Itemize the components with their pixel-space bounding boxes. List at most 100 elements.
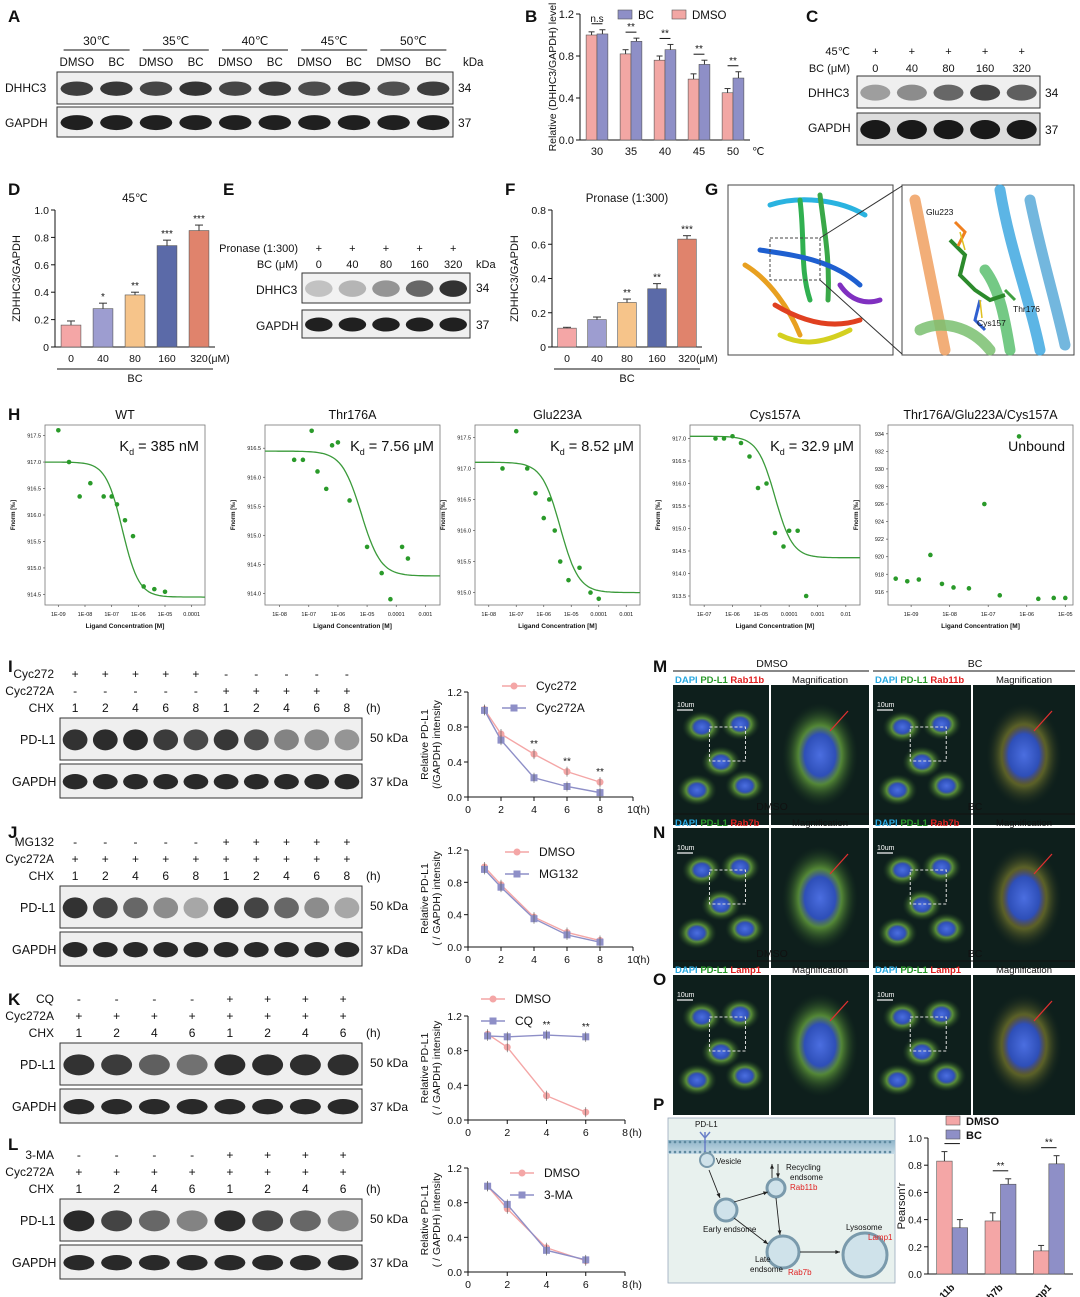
- x-tick-label: 320: [190, 353, 208, 365]
- x-tick-label: 0: [465, 1279, 471, 1291]
- annotation-arrow: [829, 710, 849, 732]
- x-tick-label: 6: [564, 954, 570, 966]
- sign-mark: -: [224, 667, 228, 681]
- blot-band: [101, 1099, 133, 1115]
- blot-band: [338, 280, 367, 297]
- sign-mark: +: [316, 243, 322, 255]
- x-axis-label: Ligand Concentration [M]: [313, 623, 392, 630]
- bar-dmso: [687, 78, 700, 141]
- x-tick-label: 0.001: [811, 612, 825, 618]
- legend-swatch-dmso: [945, 1115, 961, 1126]
- data-point: [500, 466, 505, 471]
- membrane-lipid: [863, 1150, 867, 1154]
- chart-h3: Glu223A Fnorm [‰] Ligand Concentration [M]…: [441, 408, 641, 630]
- sign-mark: +: [223, 852, 230, 866]
- blot-pd-l1: [59, 1198, 363, 1242]
- blot-band: [153, 897, 179, 919]
- sign-mark: +: [189, 1165, 196, 1179]
- x-tick-label: 4: [531, 954, 537, 966]
- x-tick-label: 1E-07: [104, 612, 119, 618]
- sign-mark: -: [103, 684, 107, 698]
- chart-h1: WT Fnorm [‰] Ligand Concentration [M] 917.5…: [11, 408, 206, 630]
- chx-time-label: 6: [313, 869, 320, 883]
- chart-q: 0.0 0.2 0.4 0.6 0.8 1.0 Pearson'r Rab11b ** Rab7b…: [896, 1115, 1073, 1297]
- panel-c: 45℃ BC (μM) + + + + +0 40 80 160 320 DHHC3 GAPDH 34 37: [808, 46, 1059, 146]
- blot-band: [1006, 84, 1037, 101]
- scale-bar-label: 10um: [877, 845, 895, 852]
- y-tick-label: 917.0: [27, 460, 41, 466]
- blot-band: [405, 280, 434, 297]
- kda-value: 37: [476, 318, 490, 332]
- cell-nucleus: [1002, 868, 1046, 928]
- significance-mark: **: [596, 767, 604, 778]
- y-tick-label: 0.0: [447, 1115, 462, 1127]
- membrane-lipid: [803, 1150, 807, 1154]
- y-tick-label: 914.5: [672, 549, 686, 555]
- x-unit-label: (h): [629, 1279, 642, 1291]
- cell-nucleus: [891, 861, 914, 879]
- chx-time-label: 4: [302, 1182, 309, 1196]
- temperature-label: 45℃: [321, 34, 348, 48]
- annotation-arrow: [1033, 1000, 1053, 1022]
- x-tick-label: 1E-06: [1019, 612, 1034, 618]
- x-tick-label: 1E-06: [725, 612, 740, 618]
- data-point: [309, 428, 314, 434]
- x-tick-label: 30: [591, 146, 603, 158]
- hour-unit: (h): [366, 701, 381, 715]
- kda-value: 34: [1045, 86, 1059, 100]
- y-tick-label: 915.0: [247, 533, 261, 539]
- y-tick-label: 916.5: [672, 459, 686, 465]
- blot-band: [274, 774, 299, 790]
- y-tick-label: 0.8: [34, 232, 49, 244]
- data-point: [152, 586, 157, 592]
- x-tick-label: 8: [597, 804, 603, 816]
- y-axis-label: Fnorm [‰]: [441, 500, 447, 530]
- magnification-title: Magnification: [996, 818, 1052, 829]
- blot-band: [274, 942, 299, 958]
- blot-band: [62, 774, 88, 790]
- marker-label: Lamp1: [928, 965, 962, 976]
- membrane-lipid: [728, 1150, 732, 1154]
- row-label: Cyc272: [13, 667, 54, 681]
- row-label-pd-l1: PD-L1: [20, 1214, 55, 1228]
- panel-letter-j: J: [8, 823, 17, 842]
- y-axis-label: Relative (DHHC3/GAPDH) level: [547, 3, 559, 152]
- blot-band: [439, 280, 467, 297]
- membrane-lipid: [828, 1140, 832, 1144]
- blot-band: [213, 729, 239, 751]
- blot-band: [327, 1054, 359, 1076]
- sign-mark: +: [264, 992, 271, 1006]
- chx-time-label: 1: [227, 1026, 234, 1040]
- blot-band: [439, 317, 467, 332]
- cell-nucleus: [710, 1043, 732, 1061]
- kd-subscript: d: [129, 447, 134, 457]
- x-tick-label: Rab11b: [924, 1282, 957, 1297]
- row-label: 45℃: [825, 46, 850, 58]
- y-tick-label: 916.5: [457, 497, 471, 503]
- hydrogen-bond: [959, 231, 966, 251]
- fit-curve: [690, 435, 860, 559]
- membrane-lipid: [708, 1140, 712, 1144]
- annotation-arrow: [829, 853, 849, 875]
- sign-mark: +: [192, 667, 199, 681]
- cell-membrane: [668, 1140, 895, 1154]
- bar-dmso: [936, 1160, 953, 1275]
- chart-h4: Cys157A Fnorm [‰] Ligand Concentration [M]…: [656, 408, 861, 630]
- chx-time-label: 6: [189, 1026, 196, 1040]
- x-tick-label: 2: [504, 1279, 510, 1291]
- y-tick-label: 0.4: [447, 1080, 462, 1092]
- membrane-lipid: [838, 1150, 842, 1154]
- blot-band: [176, 1054, 208, 1076]
- row-label-gapdh: GAPDH: [256, 319, 299, 333]
- x-tick-label: 6: [583, 1279, 589, 1291]
- fit-curve: [45, 461, 205, 598]
- data-point: [997, 593, 1003, 598]
- membrane-lipid: [698, 1140, 702, 1144]
- data-point: [786, 528, 792, 534]
- fit-curve: [265, 450, 440, 577]
- sign-mark: +: [909, 46, 915, 58]
- chx-time-label: 1: [76, 1026, 83, 1040]
- data-point: [513, 428, 519, 434]
- x-tick-label: 8: [622, 1279, 628, 1291]
